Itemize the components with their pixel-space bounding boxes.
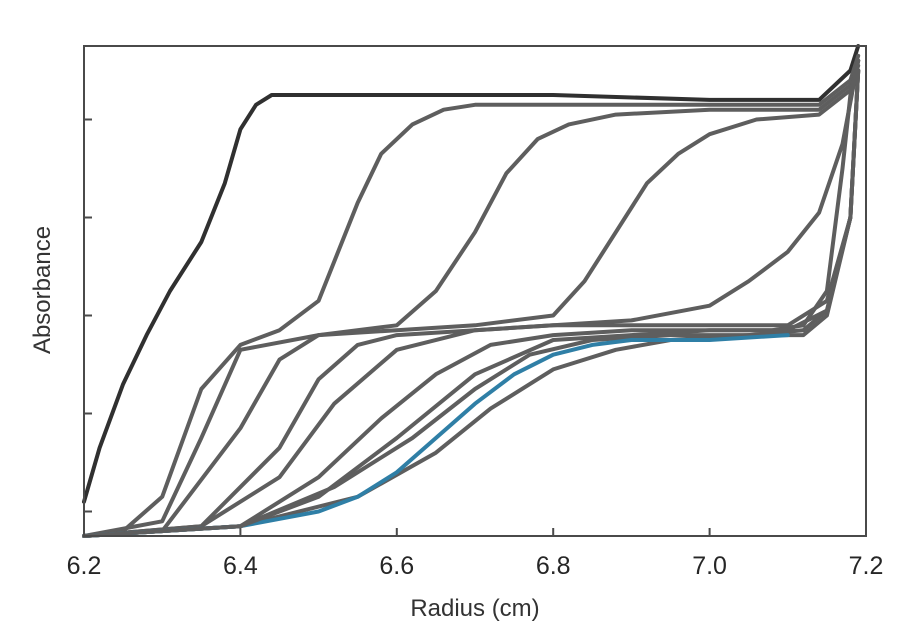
series-line-3 (82, 58, 861, 538)
series-layer (82, 44, 861, 538)
x-tick-label: 7.2 (849, 552, 884, 580)
plot-frame (83, 45, 867, 537)
series-line-11 (82, 58, 861, 538)
x-tick-label: 6.6 (379, 552, 414, 580)
series-line-6 (82, 68, 861, 538)
series-line-1 (82, 44, 861, 504)
tick-layer: 6.2 6.4 6.6 6.8 7.0 7.2 (67, 118, 884, 580)
x-tick-label: 6.4 (223, 552, 258, 580)
series-line-10 (82, 333, 790, 538)
x-tick-label: 6.2 (67, 552, 102, 580)
series-line-4 (82, 63, 861, 538)
x-axis-title: Radius (cm) (410, 595, 539, 622)
series-line-2 (82, 53, 861, 538)
x-tick-label: 7.0 (692, 552, 727, 580)
y-axis-title: Absorbance (29, 226, 56, 354)
x-tick-label: 6.8 (536, 552, 571, 580)
